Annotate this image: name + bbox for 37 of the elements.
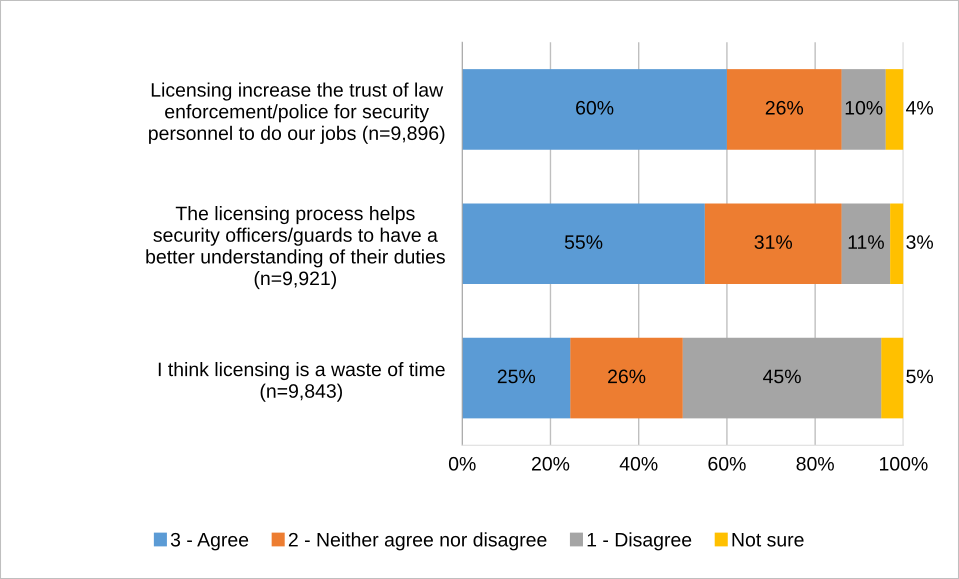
x-tick-label: 0% [448, 456, 476, 471]
x-tick-label: 20% [532, 456, 570, 471]
data-label: 55% [564, 235, 602, 249]
data-label: 11% [848, 235, 884, 249]
y-tick-label: I think licensing is a waste of time (n=9,843) [158, 362, 445, 402]
data-label: 3% [906, 235, 933, 249]
bar [682, 338, 882, 418]
bar [890, 203, 904, 284]
data-label: 5% [906, 370, 933, 384]
x-tick-label: 80% [796, 456, 834, 471]
bar [570, 338, 683, 418]
bar [726, 69, 842, 150]
bar [704, 203, 842, 284]
bar [462, 203, 705, 284]
bar [842, 69, 886, 150]
data-label: 10% [846, 100, 882, 115]
legend-label: 3 - Agree [170, 532, 248, 550]
x-tick-label: 100% [880, 456, 928, 471]
bar [462, 338, 570, 418]
data-label: 60% [576, 100, 614, 115]
data-label: 4% [906, 100, 933, 115]
bar [886, 69, 904, 150]
legend-label: 1 - Disagree [588, 532, 692, 550]
bar [881, 338, 904, 418]
x-tick-label: 40% [620, 456, 658, 471]
data-label: 26% [608, 370, 646, 384]
data-label: 25% [498, 370, 536, 384]
bar [842, 203, 890, 284]
y-tick-label: Licensing increase the trust of law enforcement/police for security personnel to do our jobs (n=9,896) [149, 82, 444, 144]
data-label: 26% [766, 100, 804, 115]
x-tick-label: 60% [708, 456, 746, 471]
legend-label: 2 - Neither agree nor disagree [288, 532, 546, 550]
data-label: 31% [754, 235, 792, 249]
legend-label: Not sure [732, 533, 804, 547]
data-label: 45% [763, 370, 801, 384]
y-tick-label: The licensing process helps security officers/guards to have a better understanding of their duties (n=9,921) [146, 206, 445, 290]
bar [462, 69, 727, 150]
